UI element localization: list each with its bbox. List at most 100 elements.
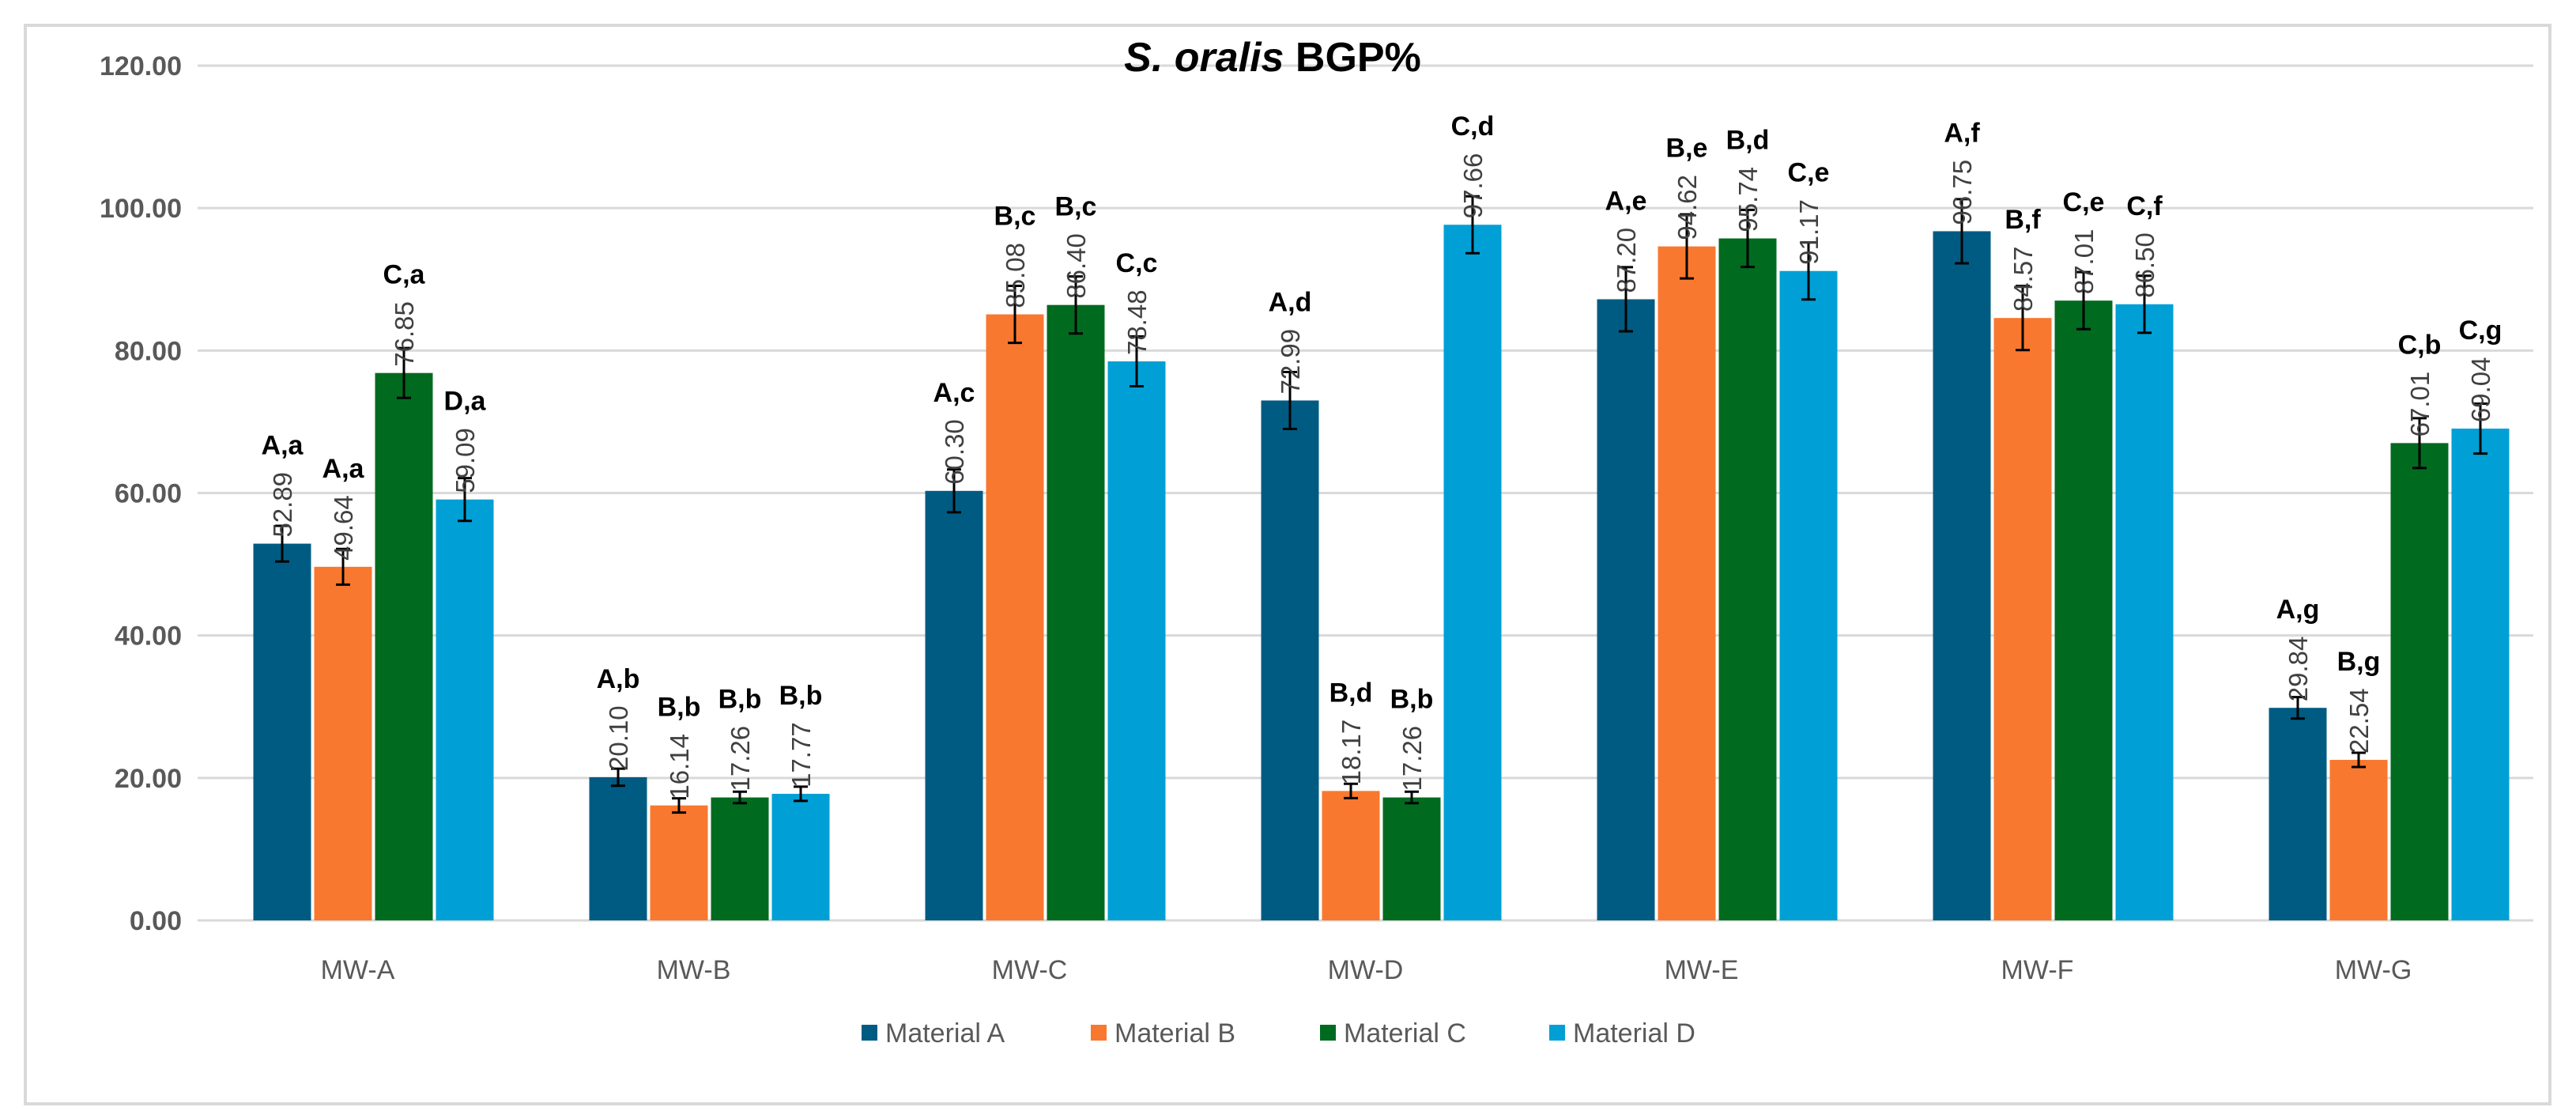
y-tick-label: 120.00: [100, 51, 182, 81]
value-label: 67.01: [2405, 372, 2435, 437]
significance-label: C,a: [383, 260, 426, 290]
bar: [2269, 708, 2327, 920]
legend-swatch: [1549, 1025, 1565, 1041]
y-tick-label: 20.00: [115, 764, 182, 794]
value-label: 85.08: [1001, 243, 1030, 308]
value-label: 78.48: [1122, 289, 1152, 355]
chart-title-rest: BGP%: [1284, 35, 1420, 81]
value-label: 20.10: [604, 705, 633, 771]
y-tick-label: 0.00: [130, 906, 182, 936]
significance-label: A,e: [1605, 186, 1647, 216]
bar: [1261, 400, 1319, 920]
value-label: 17.26: [726, 726, 755, 792]
significance-label: A,a: [262, 431, 304, 461]
legend-label: Material C: [1344, 1018, 1466, 1048]
significance-label: B,c: [1055, 192, 1097, 222]
value-label: 95.74: [1733, 167, 1763, 232]
legend-swatch: [1091, 1025, 1107, 1041]
legend-label: Material A: [885, 1018, 1005, 1048]
significance-label: B,d: [1726, 126, 1770, 156]
bar: [1443, 225, 1502, 920]
value-label: 69.04: [2466, 357, 2495, 422]
bar: [1718, 238, 1777, 920]
significance-label: C,b: [2398, 330, 2442, 360]
value-label: 18.17: [1337, 720, 1366, 785]
value-label: 29.84: [2284, 637, 2313, 702]
bar: [1382, 797, 1441, 920]
significance-label: B,b: [718, 685, 762, 715]
bar: [1993, 318, 2052, 920]
significance-label: A,a: [322, 454, 365, 484]
value-label: 86.40: [1062, 233, 1091, 299]
bar: [2054, 300, 2113, 920]
value-label: 76.85: [390, 301, 419, 367]
x-tick-label: MW-C: [992, 955, 1068, 985]
legend-label: Material D: [1573, 1018, 1695, 1048]
significance-label: C,e: [1788, 158, 1830, 188]
bar: [2115, 304, 2174, 920]
legend-label: Material B: [1115, 1018, 1235, 1048]
bar: [711, 797, 769, 920]
bar: [253, 543, 311, 920]
significance-label: B,g: [2337, 647, 2381, 677]
bar: [436, 499, 494, 920]
value-label: 86.50: [2130, 232, 2159, 298]
chart-title-italic: S. oralis: [1124, 35, 1284, 81]
value-label: 84.57: [2008, 247, 2038, 312]
bar: [986, 314, 1044, 920]
bar: [925, 490, 983, 920]
bar: [2451, 429, 2510, 920]
legend-swatch: [1320, 1025, 1336, 1041]
value-label: 16.14: [665, 734, 694, 799]
bar: [2329, 759, 2388, 920]
x-tick-label: MW-F: [2001, 955, 2074, 985]
bar: [650, 805, 708, 920]
value-label: 17.77: [786, 722, 816, 788]
value-label: 87.01: [2069, 229, 2099, 295]
bar: [1658, 246, 1716, 921]
significance-label: C,e: [2063, 187, 2105, 217]
significance-label: B,d: [1329, 678, 1373, 708]
bar: [2390, 443, 2449, 920]
value-label: 17.26: [1397, 726, 1427, 792]
significance-label: B,b: [658, 693, 701, 723]
value-label: 94.62: [1673, 175, 1702, 240]
significance-label: C,f: [2126, 191, 2163, 221]
significance-label: A,d: [1269, 287, 1312, 317]
bar: [1322, 791, 1380, 920]
value-label: 52.89: [268, 472, 297, 538]
value-label: 59.09: [451, 428, 480, 493]
bar: [771, 793, 830, 920]
significance-label: C,c: [1116, 248, 1158, 278]
significance-label: A,b: [597, 664, 640, 694]
value-label: 91.17: [1794, 199, 1824, 265]
y-tick-label: 80.00: [115, 336, 182, 366]
value-label: 87.20: [1612, 228, 1641, 293]
y-tick-label: 100.00: [100, 194, 182, 224]
significance-label: D,a: [444, 387, 487, 417]
bar: [1597, 299, 1655, 920]
bar: [1107, 361, 1166, 920]
y-tick-label: 40.00: [115, 622, 182, 652]
x-tick-label: MW-D: [1328, 955, 1404, 985]
significance-label: B,f: [2005, 205, 2041, 235]
significance-label: B,b: [1390, 685, 1434, 715]
legend: Material A Material B Material C Material D: [862, 1018, 1695, 1048]
significance-label: C,g: [2459, 315, 2502, 346]
bar: [1047, 304, 1105, 920]
significance-label: A,c: [933, 378, 975, 408]
chart-title: S. oralis BGP%: [1124, 35, 1421, 81]
value-label: 96.75: [1948, 160, 1977, 225]
x-tick-label: MW-E: [1665, 955, 1739, 985]
legend-swatch: [862, 1025, 877, 1041]
significance-label: C,d: [1451, 111, 1495, 142]
value-label: 60.30: [940, 419, 969, 485]
significance-label: A,g: [2276, 595, 2320, 625]
bar: [589, 776, 647, 920]
significance-label: B,e: [1666, 134, 1708, 164]
x-tick-label: MW-A: [321, 955, 395, 985]
bar: [1779, 270, 1838, 921]
bar: [314, 566, 372, 920]
value-label: 49.64: [329, 495, 358, 561]
